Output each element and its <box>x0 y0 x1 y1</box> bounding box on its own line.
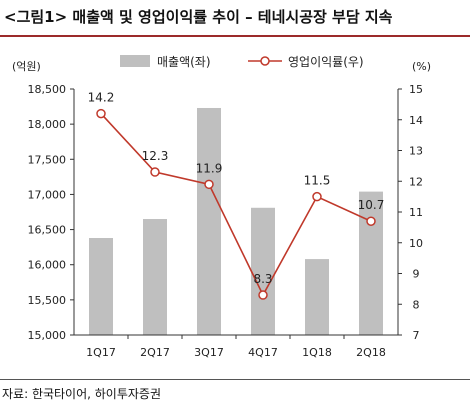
source-note: 자료: 한국타이어, 하이투자증권 <box>2 387 162 401</box>
right-tick-label: 10 <box>409 237 423 250</box>
right-tick-label: 12 <box>409 175 423 188</box>
data-label-1Q17: 14.2 <box>88 91 115 105</box>
left-tick-label: 16,000 <box>28 259 67 272</box>
line-point-1Q18 <box>312 191 322 202</box>
figure-title: <그림1> 매출액 및 영업이익률 추이 – 테네시공장 부담 지속 <box>4 8 393 26</box>
bar-1Q17 <box>89 238 113 335</box>
data-label-4Q17: 8.3 <box>253 272 272 286</box>
line-series: 14.2 12.3 11.9 8.3 11.5 10.7 <box>88 91 385 300</box>
left-tick-label: 16,500 <box>28 224 67 237</box>
x-tick-label: 1Q18 <box>302 346 332 359</box>
left-tick-label: 15,000 <box>28 329 67 342</box>
line-point-4Q17 <box>258 290 268 300</box>
data-label-2Q18: 10.7 <box>358 198 385 212</box>
data-label-2Q17: 12.3 <box>142 149 169 163</box>
right-axis-unit: (%) <box>412 60 431 73</box>
bar-2Q18 <box>359 191 383 335</box>
left-tick-label: 15,500 <box>28 294 67 307</box>
right-tick-label: 15 <box>409 83 423 96</box>
left-axis-unit: (억원) <box>12 60 41 73</box>
right-tick-label: 14 <box>409 114 423 127</box>
margin-line <box>100 113 372 297</box>
right-tick-label: 8 <box>413 298 420 311</box>
legend-label-bar: 매출액(좌) <box>157 55 211 69</box>
x-tick-label: 1Q17 <box>86 346 116 359</box>
bar-1Q18 <box>305 259 329 335</box>
left-tick-label: 17,500 <box>28 153 67 166</box>
right-tick-label: 11 <box>409 206 423 219</box>
left-tick-label: 17,000 <box>28 188 67 201</box>
x-tick-label: 4Q17 <box>248 346 278 359</box>
x-tick-label: 2Q18 <box>356 346 386 359</box>
line-point-1Q17 <box>96 108 106 119</box>
legend-swatch-bar <box>120 55 150 67</box>
bar-4Q17 <box>251 207 275 335</box>
legend-marker <box>260 56 270 66</box>
right-tick-label: 9 <box>413 268 420 281</box>
axes: 15,000 15,500 16,000 16,500 17,000 17,500 18,0… <box>28 83 424 359</box>
data-label-1Q18: 11.5 <box>304 174 331 188</box>
legend-label-line: 영업이익률(우) <box>288 55 364 69</box>
chart: 매출액(좌) 영업이익률(우) (억원) (%) 15,000 15,500 16,0… <box>12 55 431 359</box>
title-divider <box>0 35 470 37</box>
source-divider <box>0 379 470 380</box>
x-tick-label: 3Q17 <box>194 346 224 359</box>
x-tick-label: 2Q17 <box>140 346 170 359</box>
legend: 매출액(좌) 영업이익률(우) <box>120 55 364 69</box>
bar-3Q17 <box>197 107 221 335</box>
bar-series <box>89 107 383 335</box>
right-tick-label: 7 <box>413 329 420 342</box>
left-tick-label: 18,500 <box>28 83 67 96</box>
line-point-2Q17 <box>150 167 160 177</box>
bar-2Q17 <box>143 219 167 335</box>
line-point-2Q18 <box>366 216 376 226</box>
line-point-3Q17 <box>204 179 214 190</box>
right-tick-label: 13 <box>409 145 423 158</box>
left-tick-label: 18,000 <box>28 118 67 131</box>
data-label-3Q17: 11.9 <box>196 161 223 175</box>
